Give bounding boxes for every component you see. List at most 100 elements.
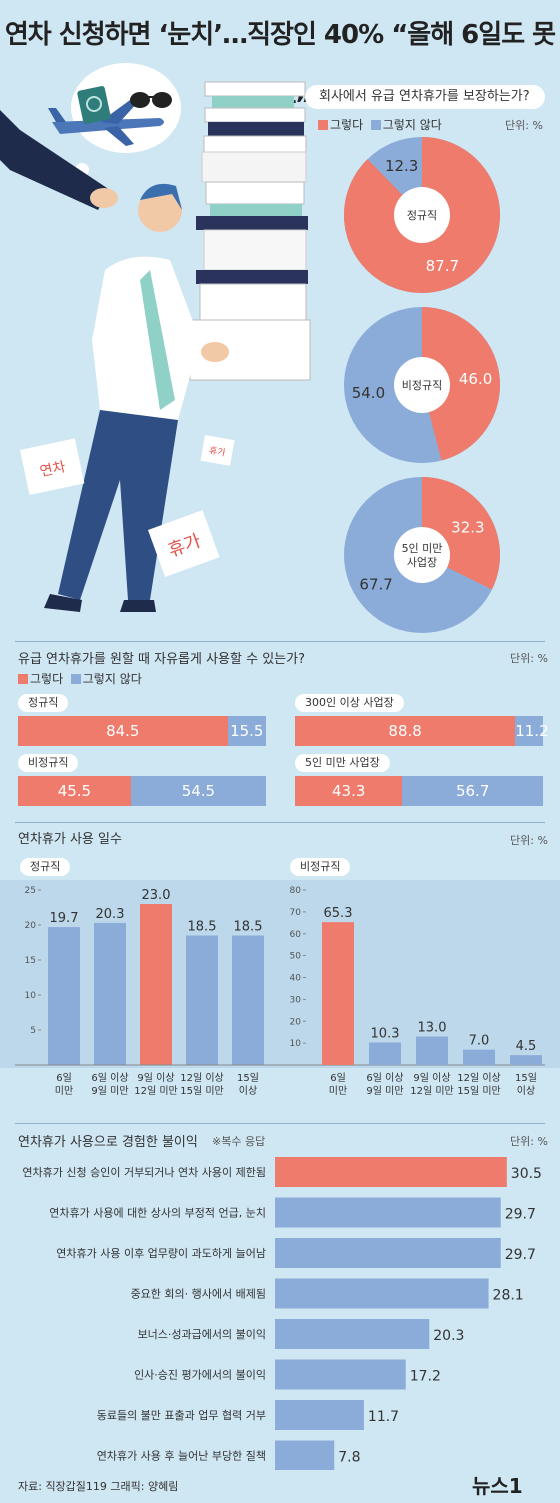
stacked-bar: 45.5 54.5	[18, 776, 266, 806]
column-value-label: 23.0	[142, 888, 171, 903]
y-tick-label: 30	[290, 995, 302, 1005]
unit-label: 단위: %	[510, 834, 548, 847]
group-label: 5인 미만 사업장	[295, 754, 390, 772]
sunglasses-icon	[130, 92, 172, 108]
category-label: 인사·승진 평가에서의 불이익	[134, 1369, 266, 1382]
category-label: 동료들의 불만 표출과 업무 협력 거부	[97, 1409, 266, 1422]
y-tick-label: 50	[290, 952, 302, 962]
column-bar	[416, 1036, 448, 1065]
bar-segment-no: 54.5	[130, 776, 266, 806]
pie-center-label: 사업장	[407, 556, 437, 569]
panel-label-nonregular: 비정규직	[290, 858, 351, 876]
column-category-label: 6일 이상	[366, 1072, 403, 1084]
bar-segment-yes: 43.3	[295, 776, 403, 806]
category-label: 연차휴가 신청 승인이 거부되거나 연차 사용이 제한됨	[22, 1166, 266, 1179]
pie-center-label: 5인 미만	[402, 542, 443, 555]
y-tick-label: 25	[25, 886, 36, 896]
column-category-label: 9일 미만	[366, 1085, 403, 1097]
pie-center-label: 비정규직	[402, 379, 442, 392]
source-credit: 자료: 직장갑질119 그래픽: 양혜림	[18, 1480, 179, 1493]
column-category-label: 미만	[329, 1085, 347, 1097]
column-bar	[94, 922, 126, 1065]
pie-value-yes: 32.3	[451, 518, 484, 536]
question-days-used: 연차휴가 사용 일수	[18, 832, 122, 847]
bar-segment-no: 15.5	[227, 716, 266, 746]
bar-segment-yes: 88.8	[295, 716, 516, 746]
y-tick-label: 15	[25, 956, 36, 966]
flying-paper-icon: 휴가	[200, 435, 235, 466]
column-value-label: 18.5	[188, 920, 217, 935]
y-tick-label: 60	[290, 930, 302, 940]
pie-center	[394, 187, 450, 243]
bar-value-label: 29.7	[505, 1247, 536, 1263]
multiple-response-note: ※복수 응답	[212, 1135, 266, 1148]
stacked-bar: 43.3 56.7	[295, 776, 543, 806]
column-value-label: 4.5	[516, 1039, 537, 1054]
pie-value-no: 12.3	[385, 157, 418, 175]
pie-legend: 그렇다 그렇지 않다	[318, 116, 442, 133]
column-value-label: 10.3	[371, 1026, 400, 1041]
question-free-use: 유급 연차휴가를 원할 때 자유롭게 사용할 수 있는가?	[18, 652, 305, 667]
column-category-label: 미만	[55, 1085, 73, 1097]
column-category-label: 이상	[239, 1085, 257, 1097]
column-value-label: 20.3	[96, 907, 125, 922]
office-worker-illustration: 연차 휴가 휴가	[0, 63, 311, 612]
disadvantage-bar	[275, 1440, 335, 1470]
bar-value-label: 30.5	[511, 1166, 542, 1182]
pie-center	[394, 357, 450, 413]
category-label: 연차휴가 사용 후 늘어난 부당한 질책	[97, 1450, 266, 1463]
column-bar	[369, 1042, 401, 1065]
panel-label-regular: 정규직	[20, 858, 71, 876]
disadvantage-bar	[275, 1319, 430, 1349]
column-category-label: 6일 이상	[91, 1072, 128, 1084]
category-label: 중요한 회의· 행사에서 배제됨	[131, 1288, 266, 1301]
column-category-label: 15일 미만	[457, 1085, 501, 1097]
news1-logo: 뉴스1	[472, 1474, 523, 1498]
bar-segment-yes: 45.5	[18, 776, 131, 806]
disadvantage-bar	[275, 1278, 489, 1309]
column-category-label: 15일 미만	[180, 1085, 224, 1097]
column-category-label: 이상	[517, 1085, 535, 1097]
question-disadvantages: 연차휴가 사용으로 경험한 불이익	[18, 1135, 198, 1150]
column-bar	[510, 1055, 542, 1065]
bar-value-label: 7.8	[338, 1450, 360, 1466]
column-bar	[322, 922, 354, 1065]
group-label: 비정규직	[18, 754, 79, 772]
flying-paper-icon: 휴가	[148, 510, 220, 577]
column-bar	[140, 904, 172, 1065]
column-category-label: 6일	[330, 1072, 346, 1084]
column-value-label: 65.3	[324, 906, 353, 921]
bar-value-label: 11.7	[368, 1409, 399, 1425]
bar-segment-no: 56.7	[402, 776, 543, 806]
column-category-label: 12일 미만	[410, 1085, 454, 1097]
bar-value-label: 29.7	[505, 1207, 536, 1223]
column-category-label: 15일	[515, 1072, 537, 1084]
svg-text:연차: 연차	[39, 459, 68, 480]
pie-slice-yes	[422, 307, 501, 461]
unit-label: 단위: %	[510, 652, 548, 665]
column-category-label: 12일 이상	[457, 1072, 501, 1084]
y-tick-label: 40	[290, 974, 302, 984]
flying-paper-icon: 연차	[20, 438, 85, 495]
column-bar	[232, 935, 264, 1065]
disadvantage-bar	[275, 1359, 406, 1390]
column-value-label: 19.7	[50, 911, 79, 926]
unit-label: 단위: %	[510, 1135, 548, 1148]
stacked-bar: 84.5 15.5	[18, 716, 266, 746]
stacked-bar: 88.8 11.2	[295, 716, 549, 746]
group-label: 정규직	[18, 694, 69, 712]
column-value-label: 7.0	[469, 1034, 490, 1049]
svg-text:휴가: 휴가	[208, 445, 226, 459]
column-category-label: 9일 미만	[91, 1085, 128, 1097]
y-tick-label: 5	[30, 1026, 36, 1036]
y-tick-label: 10	[290, 1039, 302, 1049]
bar-segment-yes: 84.5	[18, 716, 228, 746]
category-label: 연차휴가 사용에 대한 상사의 부정적 언급, 눈치	[49, 1207, 266, 1220]
disadvantage-bar	[275, 1400, 364, 1430]
bar-segment-no: 11.2	[515, 716, 549, 746]
column-category-label: 15일	[237, 1072, 259, 1084]
bar-value-label: 20.3	[433, 1328, 464, 1344]
column-bar	[186, 935, 218, 1065]
legend-swatch-no	[370, 120, 381, 130]
